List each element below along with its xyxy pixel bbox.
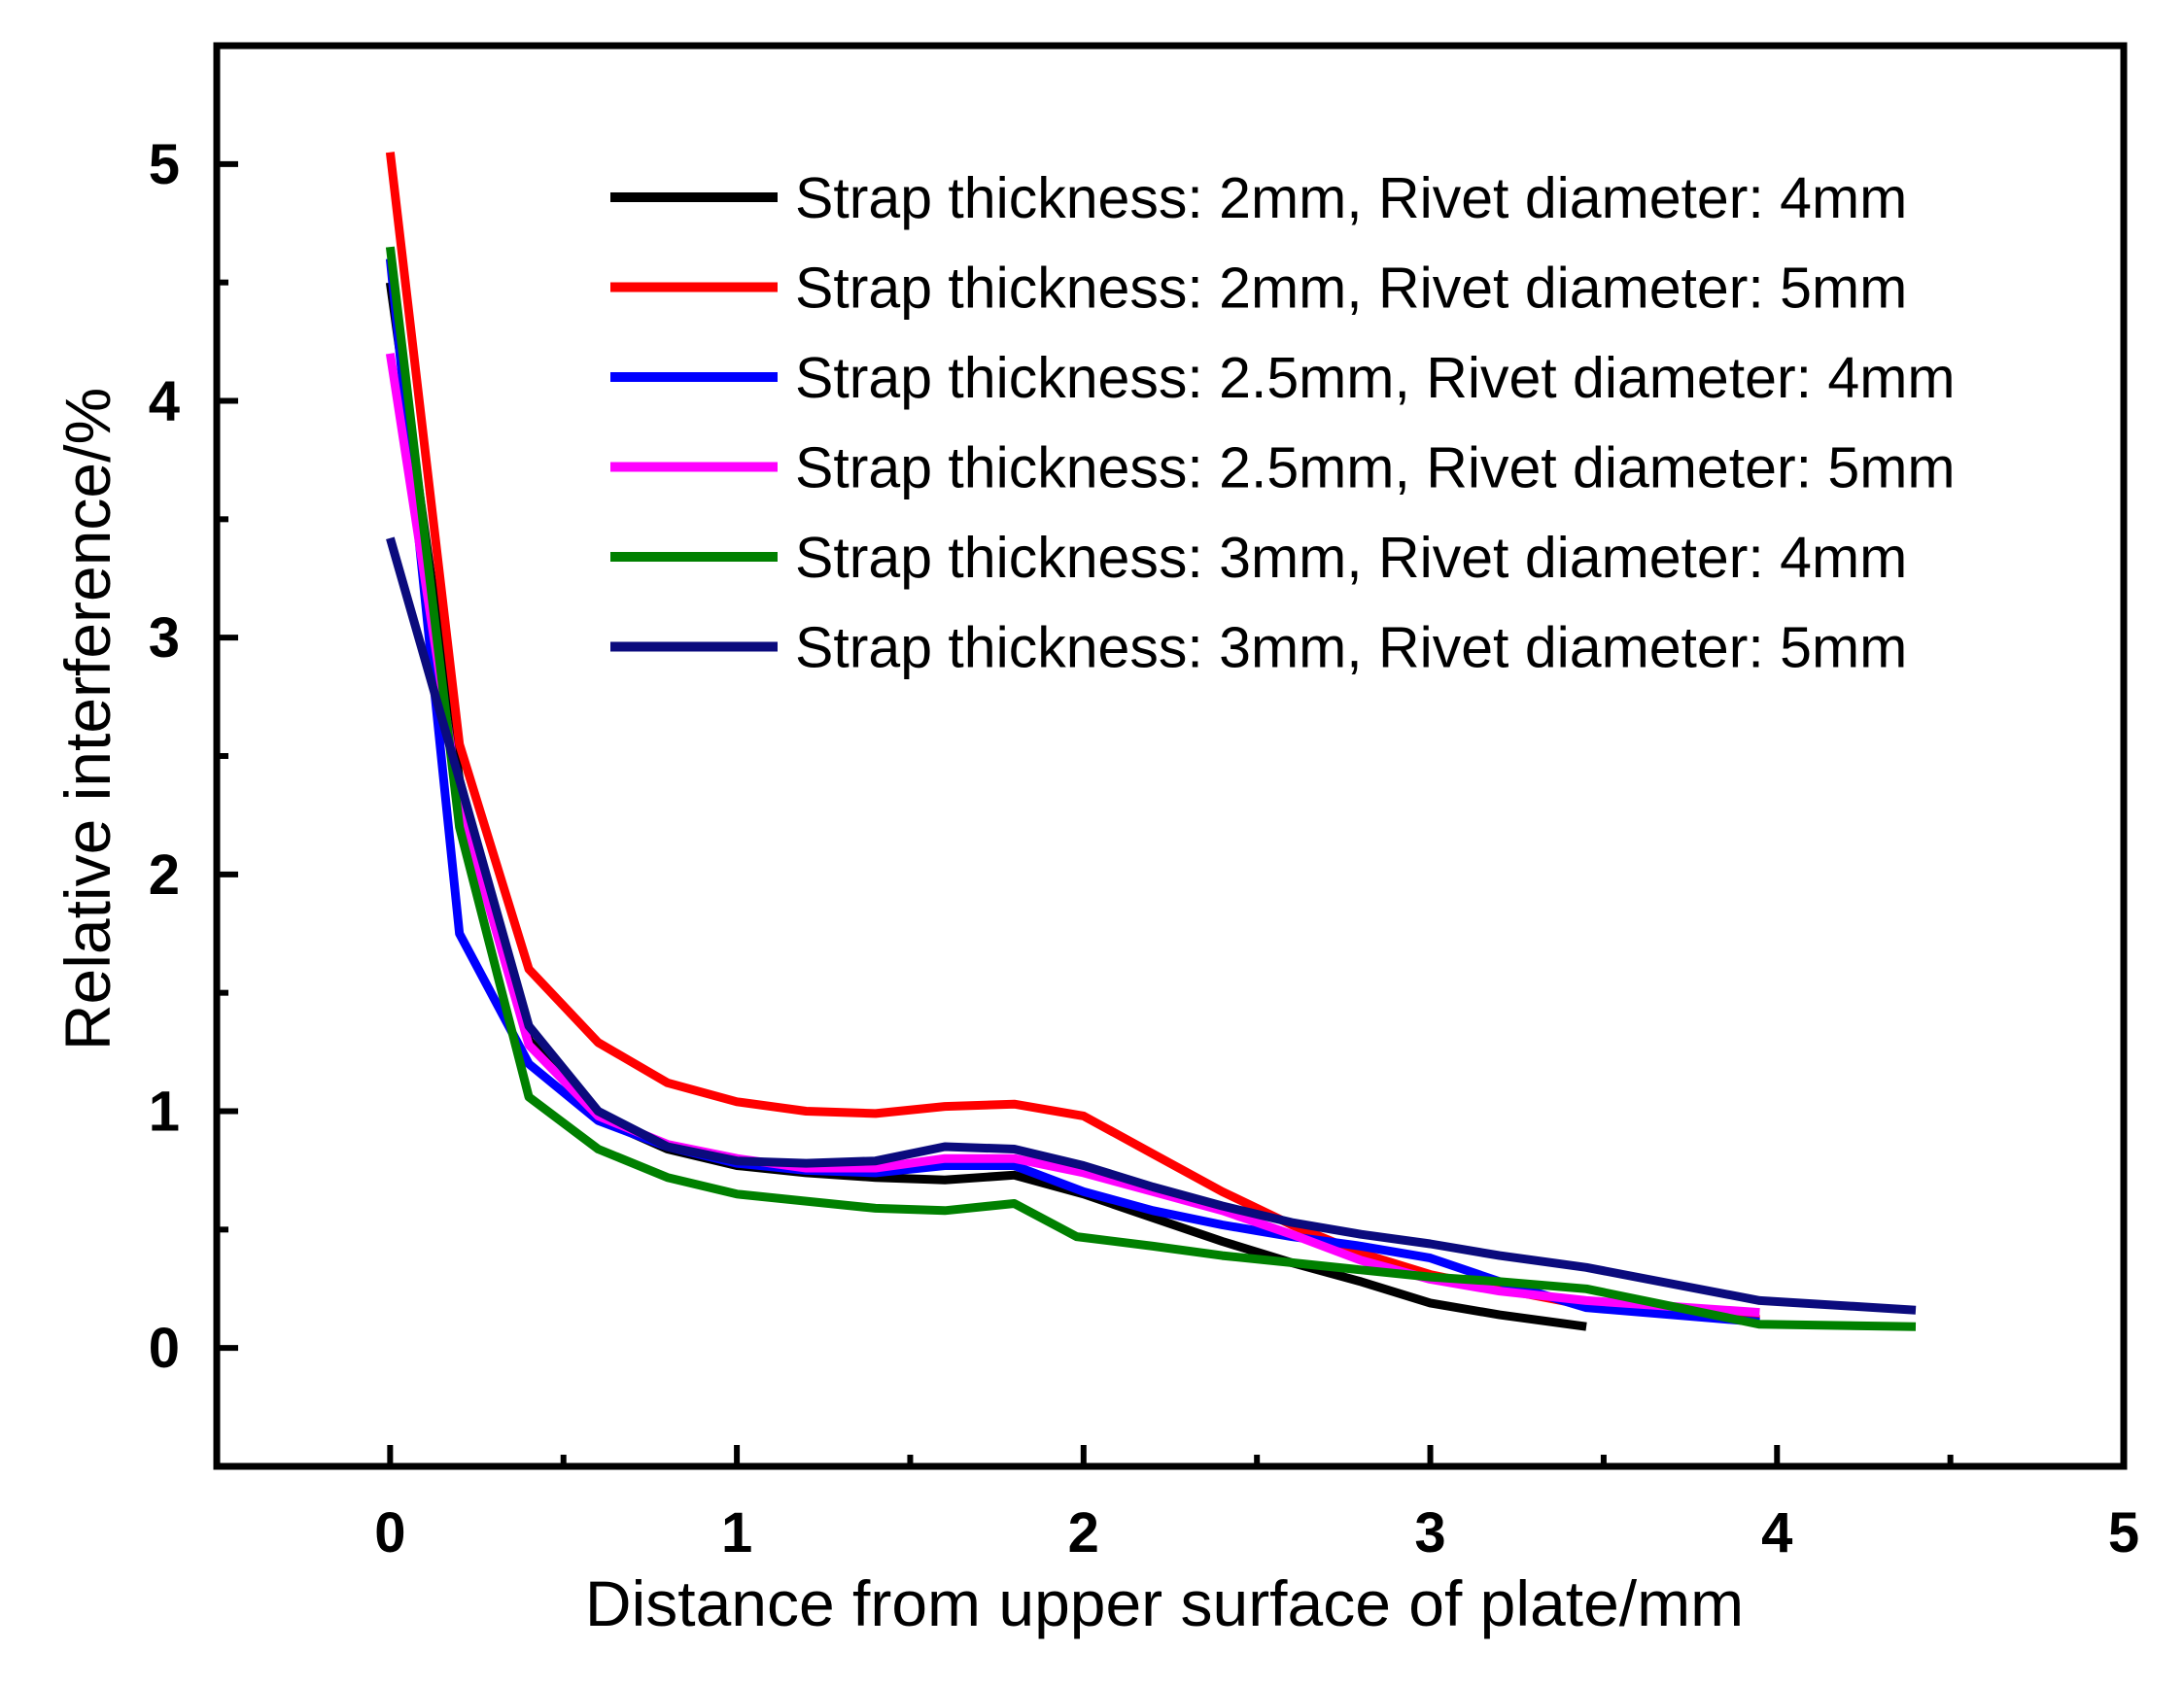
legend-label-3: Strap thickness: 2.5mm, Rivet diameter: … — [795, 346, 1955, 410]
plot-frame — [213, 42, 2128, 1470]
legend-label-4: Strap thickness: 2.5mm, Rivet diameter: … — [795, 436, 1955, 500]
series-layer — [385, 152, 1917, 1331]
y-tick-label: 5 — [149, 133, 180, 196]
x-tick-label: 1 — [721, 1501, 752, 1565]
series-line-6 — [386, 536, 1917, 1315]
legend-label-5: Strap thickness: 3mm, Rivet diameter: 4m… — [795, 526, 1907, 590]
legend-label-6: Strap thickness: 3mm, Rivet diameter: 5m… — [795, 616, 1907, 680]
legend-label-1: Strap thickness: 2mm, Rivet diameter: 4m… — [795, 166, 1907, 230]
legend: Strap thickness: 2mm, Rivet diameter: 4m… — [610, 166, 1955, 680]
x-tick-label: 4 — [1761, 1501, 1792, 1565]
y-axis-title: Relative interference/% — [52, 388, 123, 1050]
x-tick-label: 3 — [1414, 1501, 1445, 1565]
x-tick-label: 5 — [2108, 1501, 2139, 1565]
y-tick-label: 2 — [149, 843, 180, 907]
series-line-5 — [385, 246, 1917, 1331]
y-tick-label: 3 — [149, 606, 180, 670]
y-tick-label: 1 — [149, 1081, 180, 1144]
ticks: 0 1 2 3 4 5 0 1 2 3 4 5 — [149, 133, 2139, 1565]
x-axis-title: Distance from upper surface of plate/mm — [585, 1567, 1744, 1639]
y-tick-label: 4 — [149, 370, 180, 433]
y-tick-label: 0 — [149, 1317, 180, 1380]
x-tick-label: 0 — [374, 1501, 405, 1565]
x-tick-label: 2 — [1068, 1501, 1099, 1565]
legend-label-2: Strap thickness: 2mm, Rivet diameter: 5m… — [795, 257, 1907, 321]
